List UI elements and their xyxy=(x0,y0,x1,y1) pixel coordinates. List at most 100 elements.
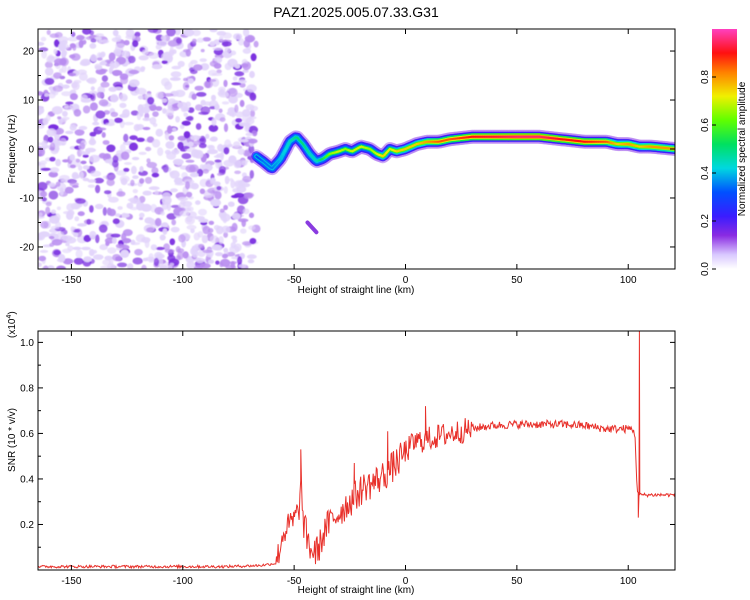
noise-speckle xyxy=(207,79,217,82)
noise-speckle xyxy=(186,206,194,212)
noise-speckle xyxy=(48,171,59,178)
noise-speckle xyxy=(53,48,58,55)
noise-speckle xyxy=(98,52,105,59)
noise-speckle xyxy=(132,257,143,265)
colorbar-tick-label: 0.6 xyxy=(700,118,711,132)
noise-speckle xyxy=(240,228,247,234)
noise-speckle xyxy=(152,111,159,117)
noise-speckle xyxy=(102,207,107,216)
noise-speckle xyxy=(210,198,222,207)
noise-speckle xyxy=(50,209,57,215)
noise-speckle xyxy=(71,174,81,179)
noise-speckle xyxy=(101,132,106,138)
noise-speckle xyxy=(75,249,83,259)
noise-speckle xyxy=(242,48,252,54)
noise-speckle xyxy=(38,124,45,129)
noise-speckle xyxy=(231,82,242,86)
noise-speckle xyxy=(54,213,61,222)
noise-speckle xyxy=(239,99,245,108)
x-tick-label: -50 xyxy=(287,576,302,587)
noise-speckle xyxy=(234,243,242,252)
noise-speckle xyxy=(161,98,168,103)
noise-speckle xyxy=(38,142,42,146)
noise-speckle xyxy=(122,229,133,237)
noise-speckle xyxy=(114,213,121,217)
noise-speckle xyxy=(39,231,50,238)
noise-speckle xyxy=(52,85,64,92)
noise-speckle xyxy=(162,108,167,114)
noise-speckle xyxy=(74,129,85,136)
noise-speckle xyxy=(79,171,84,179)
noise-speckle xyxy=(78,165,83,171)
noise-speckle xyxy=(89,30,94,36)
noise-speckle xyxy=(57,116,62,120)
noise-speckle xyxy=(166,107,174,117)
noise-speckle xyxy=(195,123,202,130)
noise-speckle xyxy=(214,103,220,111)
noise-speckle xyxy=(215,252,223,257)
noise-speckle xyxy=(227,143,233,148)
noise-speckle xyxy=(111,37,122,43)
noise-speckle xyxy=(187,141,194,147)
noise-speckle xyxy=(44,61,53,69)
noise-speckle xyxy=(38,106,45,115)
noise-speckle xyxy=(219,258,231,267)
noise-speckle xyxy=(242,109,251,117)
noise-speckle xyxy=(230,242,236,249)
noise-speckle xyxy=(69,54,76,59)
noise-speckle xyxy=(246,254,257,259)
noise-speckle xyxy=(179,124,185,130)
noise-speckle xyxy=(120,151,130,160)
noise-speckle xyxy=(128,69,140,75)
noise-speckle xyxy=(121,50,130,58)
y-tick-label: 0.4 xyxy=(20,474,34,485)
noise-speckle xyxy=(242,29,250,37)
spectrogram-x-ticks: -150 -100 -50 0 50 100 xyxy=(61,29,637,286)
noise-speckle xyxy=(137,95,144,100)
spectrogram-y-label: Frequency (Hz) xyxy=(7,115,18,184)
noise-speckle xyxy=(155,91,165,99)
noise-speckle xyxy=(108,196,119,203)
noise-speckle xyxy=(218,108,223,114)
noise-speckle xyxy=(99,244,108,251)
noise-speckle xyxy=(208,259,215,264)
noise-speckle xyxy=(101,75,108,82)
noise-speckle xyxy=(169,77,181,81)
noise-speckle xyxy=(140,68,145,72)
noise-speckles xyxy=(38,29,261,269)
noise-speckle xyxy=(141,203,152,212)
noise-speckle xyxy=(173,177,184,185)
noise-speckle xyxy=(199,58,207,62)
noise-speckle xyxy=(78,125,88,131)
noise-speckle xyxy=(52,90,59,96)
y-tick-label: 0.6 xyxy=(20,429,34,440)
spectrogram-marks xyxy=(38,29,675,269)
noise-speckle xyxy=(98,152,107,159)
noise-speckle xyxy=(230,261,236,269)
noise-speckle xyxy=(55,158,61,167)
noise-speckle xyxy=(253,40,259,48)
noise-speckle xyxy=(243,150,251,157)
noise-speckle xyxy=(213,62,222,69)
noise-speckle xyxy=(167,265,173,269)
noise-speckle xyxy=(50,225,60,230)
noise-speckle xyxy=(38,181,48,191)
noise-speckle xyxy=(249,70,255,79)
noise-speckle xyxy=(122,109,130,118)
noise-speckle xyxy=(171,127,177,132)
noise-speckle xyxy=(170,226,180,233)
noise-speckle xyxy=(146,158,151,164)
noise-speckle xyxy=(82,151,91,155)
noise-speckle xyxy=(207,149,218,155)
noise-speckle xyxy=(151,167,159,174)
noise-speckle xyxy=(231,213,241,220)
colorbar-tick-label: 0.4 xyxy=(700,166,711,180)
noise-speckle xyxy=(131,156,140,161)
noise-speckle xyxy=(83,234,92,243)
noise-speckle xyxy=(242,208,250,215)
noise-speckle xyxy=(177,135,187,141)
noise-speckle xyxy=(61,84,70,89)
noise-speckle xyxy=(58,254,66,263)
noise-speckle xyxy=(161,196,172,205)
